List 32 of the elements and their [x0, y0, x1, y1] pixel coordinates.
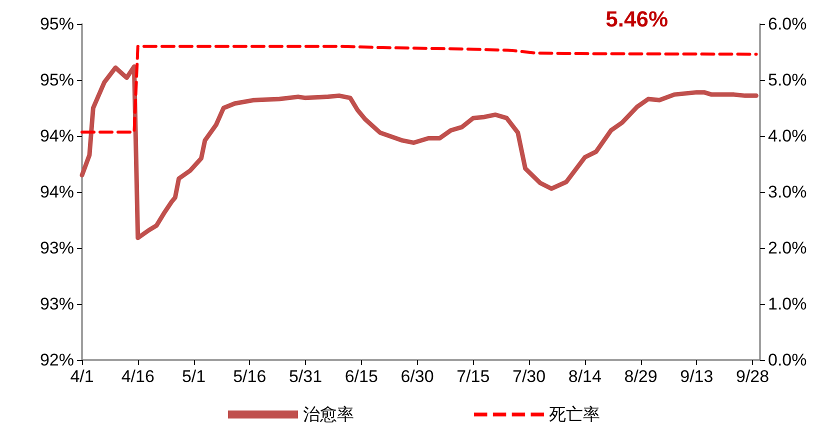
- y2-tick-label: 4.0%: [768, 126, 807, 146]
- x-tick-label: 5/1: [182, 367, 206, 386]
- line-series: [80, 64, 759, 240]
- y2-tick-label: 0.0%: [768, 350, 807, 370]
- x-tick-label: 6/15: [344, 367, 378, 386]
- x-tick-label: 7/15: [456, 367, 490, 386]
- x-tick-label: 8/14: [568, 367, 602, 386]
- legend-label: 死亡率: [549, 405, 600, 424]
- y-tick-label: 93%: [40, 238, 74, 258]
- y-tick-label: 94%: [40, 126, 74, 146]
- y2-tick-label: 2.0%: [768, 238, 807, 258]
- y2-tick-label: 5.0%: [768, 70, 807, 90]
- y-tick-label: 95%: [40, 70, 74, 90]
- x-tick-label: 9/13: [680, 367, 714, 386]
- y-tick-label: 93%: [40, 294, 74, 314]
- x-tick-label: 4/16: [121, 367, 154, 386]
- y2-tick-label: 1.0%: [768, 294, 807, 314]
- x-tick-label: 7/30: [512, 367, 546, 386]
- y-tick-label: 92%: [40, 350, 74, 370]
- y-tick-label: 94%: [40, 182, 74, 202]
- y-tick-label: 95%: [40, 14, 74, 34]
- legend-label: 治愈率: [303, 405, 354, 424]
- x-tick-label: 6/30: [400, 367, 434, 386]
- x-tick-label: 4/1: [70, 367, 94, 386]
- x-tick-label: 5/31: [288, 367, 322, 386]
- x-tick-label: 8/29: [624, 367, 658, 386]
- x-tick-label: 9/28: [736, 367, 770, 386]
- line-series: [80, 44, 758, 134]
- x-tick-label: 5/16: [233, 367, 266, 386]
- annotation: 5.46%: [606, 6, 668, 32]
- y2-tick-label: 6.0%: [768, 14, 807, 34]
- y2-tick-label: 3.0%: [768, 182, 807, 202]
